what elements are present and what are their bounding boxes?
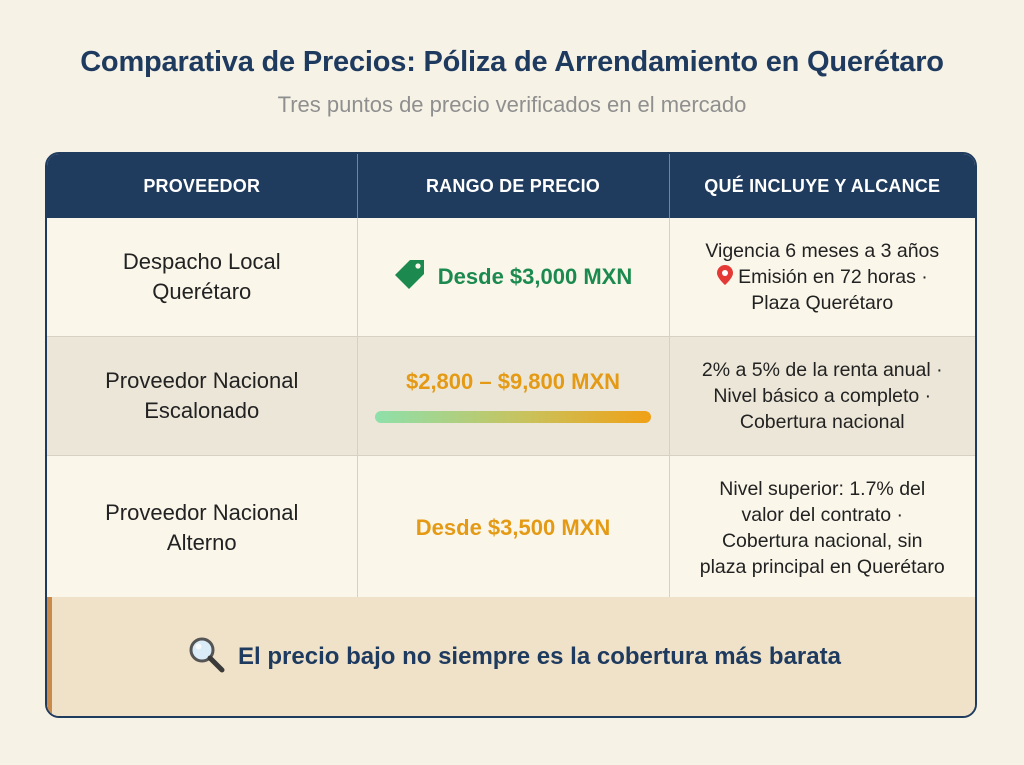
provider-name-line: Proveedor Nacional bbox=[105, 500, 299, 525]
table-header-row: PROVEEDOR RANGO DE PRECIO QUÉ INCLUYE Y … bbox=[47, 154, 975, 218]
scope-line: plaza principal en Querétaro bbox=[699, 556, 945, 578]
scope-line: Cobertura nacional, sin bbox=[721, 530, 923, 552]
scope-line: Nivel superior: 1.7% del bbox=[719, 478, 926, 500]
price-cell: $2,800 – $9,800 MXN bbox=[357, 336, 670, 456]
provider-name-line: Alterno bbox=[166, 530, 237, 555]
column-header-scope: QUÉ INCLUYE Y ALCANCE bbox=[669, 154, 975, 218]
page-title: Comparativa de Precios: Póliza de Arrend… bbox=[80, 46, 944, 78]
price-value: Desde $3,000 MXN bbox=[437, 264, 633, 289]
scope-line: valor del contrato · bbox=[741, 504, 904, 526]
price-tag-icon bbox=[394, 257, 428, 297]
footer-message: El precio bajo no siempre es la cobertur… bbox=[238, 642, 841, 670]
comparison-table: PROVEEDOR RANGO DE PRECIO QUÉ INCLUYE Y … bbox=[47, 154, 975, 601]
column-header-price-range: RANGO DE PRECIO bbox=[357, 154, 670, 218]
provider-name-line: Escalonado bbox=[144, 398, 260, 423]
provider-cell: Despacho Local Querétaro bbox=[47, 218, 358, 337]
magnifier-icon bbox=[186, 634, 226, 679]
comparison-card: PROVEEDOR RANGO DE PRECIO QUÉ INCLUYE Y … bbox=[45, 152, 977, 718]
scope-line: Emisión en 72 horas · bbox=[738, 266, 928, 288]
footer-banner: El precio bajo no siempre es la cobertur… bbox=[47, 597, 975, 716]
price-cell: Desde $3,500 MXN bbox=[357, 455, 670, 601]
table-row: Proveedor Nacional Escalonado $2,800 – $… bbox=[47, 336, 975, 456]
table-row: Proveedor Nacional Alterno Desde $3,500 … bbox=[47, 455, 975, 601]
scope-line: Nivel básico a completo · bbox=[713, 385, 932, 407]
provider-name-line: Querétaro bbox=[152, 279, 252, 304]
provider-name-line: Proveedor Nacional bbox=[105, 368, 299, 393]
scope-cell: 2% a 5% de la renta anual · Nivel básico… bbox=[669, 336, 975, 456]
scope-line: 2% a 5% de la renta anual · bbox=[701, 359, 943, 381]
price-cell: Desde $3,000 MXN bbox=[357, 218, 670, 337]
page-subtitle: Tres puntos de precio verificados en el … bbox=[277, 92, 747, 117]
scope-line: Cobertura nacional bbox=[739, 411, 905, 433]
price-range-bar bbox=[375, 411, 651, 423]
price-value: $2,800 – $9,800 MXN bbox=[405, 369, 621, 394]
scope-line: Plaza Querétaro bbox=[751, 292, 894, 314]
provider-name-line: Despacho Local bbox=[122, 249, 281, 274]
provider-cell: Proveedor Nacional Alterno bbox=[47, 455, 358, 601]
price-value: Desde $3,500 MXN bbox=[415, 515, 611, 540]
scope-cell: Vigencia 6 meses a 3 años Emisión en 72 … bbox=[669, 218, 975, 337]
location-pin-icon bbox=[716, 264, 733, 290]
scope-line: Vigencia 6 meses a 3 años bbox=[705, 240, 940, 262]
scope-cell: Nivel superior: 1.7% del valor del contr… bbox=[669, 455, 975, 601]
column-header-provider: PROVEEDOR bbox=[47, 154, 358, 218]
provider-cell: Proveedor Nacional Escalonado bbox=[47, 336, 358, 456]
table-row: Despacho Local Querétaro Desde $3,000 MX… bbox=[47, 218, 975, 337]
